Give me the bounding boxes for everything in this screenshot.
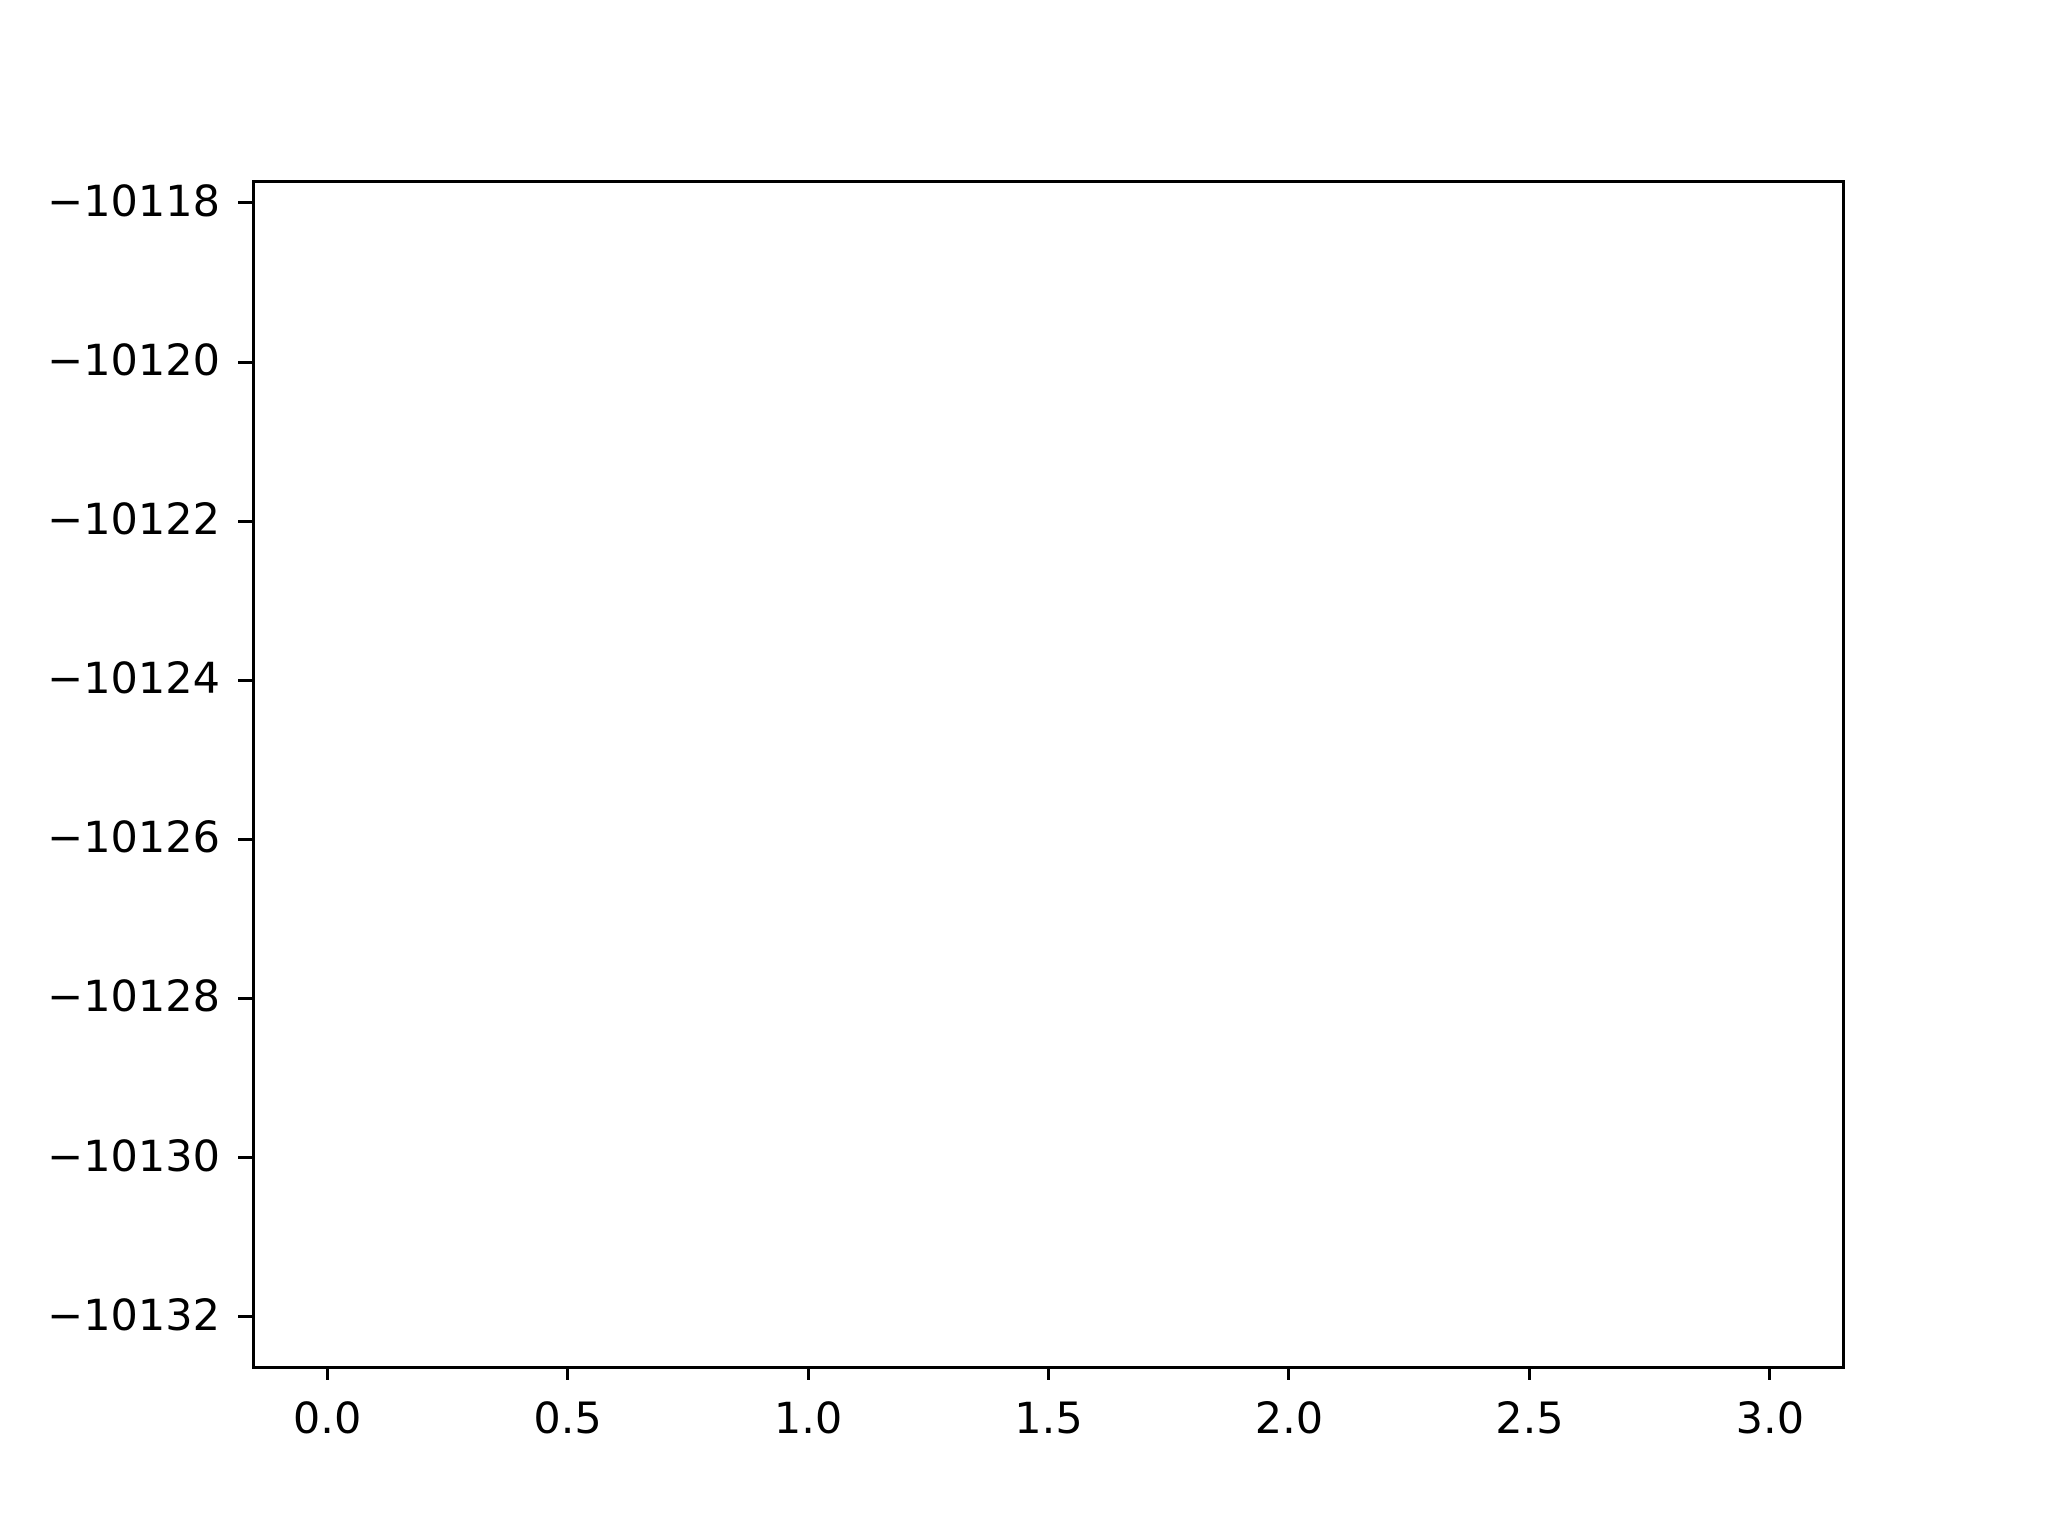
- y-tick-mark: [238, 1315, 252, 1319]
- y-tick-label: −10120: [47, 336, 220, 387]
- plot-area: [252, 180, 1845, 1369]
- x-tick-label: 2.5: [1495, 1394, 1564, 1444]
- x-tick-mark: [1047, 1366, 1050, 1380]
- y-tick-label: −10132: [47, 1290, 220, 1341]
- x-tick-mark: [1768, 1366, 1772, 1380]
- y-tick-label: −10118: [47, 177, 220, 228]
- y-tick-mark: [238, 837, 252, 841]
- y-tick-mark: [238, 360, 252, 364]
- y-tick-mark: [238, 201, 252, 205]
- x-tick-label: 2.0: [1254, 1394, 1324, 1444]
- x-tick-mark: [806, 1366, 810, 1380]
- x-tick-label: 3.0: [1735, 1394, 1805, 1444]
- x-tick-label: 1.5: [1014, 1394, 1083, 1444]
- y-tick-mark: [238, 519, 252, 523]
- x-tick-label: 1.0: [773, 1394, 843, 1444]
- y-tick-label: −10130: [47, 1131, 220, 1182]
- x-tick-label: 0.5: [533, 1394, 602, 1444]
- y-tick-mark: [238, 678, 252, 682]
- x-tick-label: 0.0: [292, 1394, 362, 1444]
- y-tick-label: −10126: [47, 813, 220, 864]
- x-tick-mark: [1527, 1366, 1531, 1380]
- y-tick-mark: [238, 1156, 252, 1160]
- x-tick-mark: [1287, 1366, 1291, 1380]
- x-tick-mark: [325, 1366, 329, 1380]
- y-tick-label: −10128: [47, 972, 220, 1023]
- y-tick-mark: [238, 996, 252, 1000]
- x-tick-mark: [566, 1366, 570, 1380]
- y-tick-label: −10124: [47, 654, 220, 705]
- y-tick-label: −10122: [47, 495, 220, 546]
